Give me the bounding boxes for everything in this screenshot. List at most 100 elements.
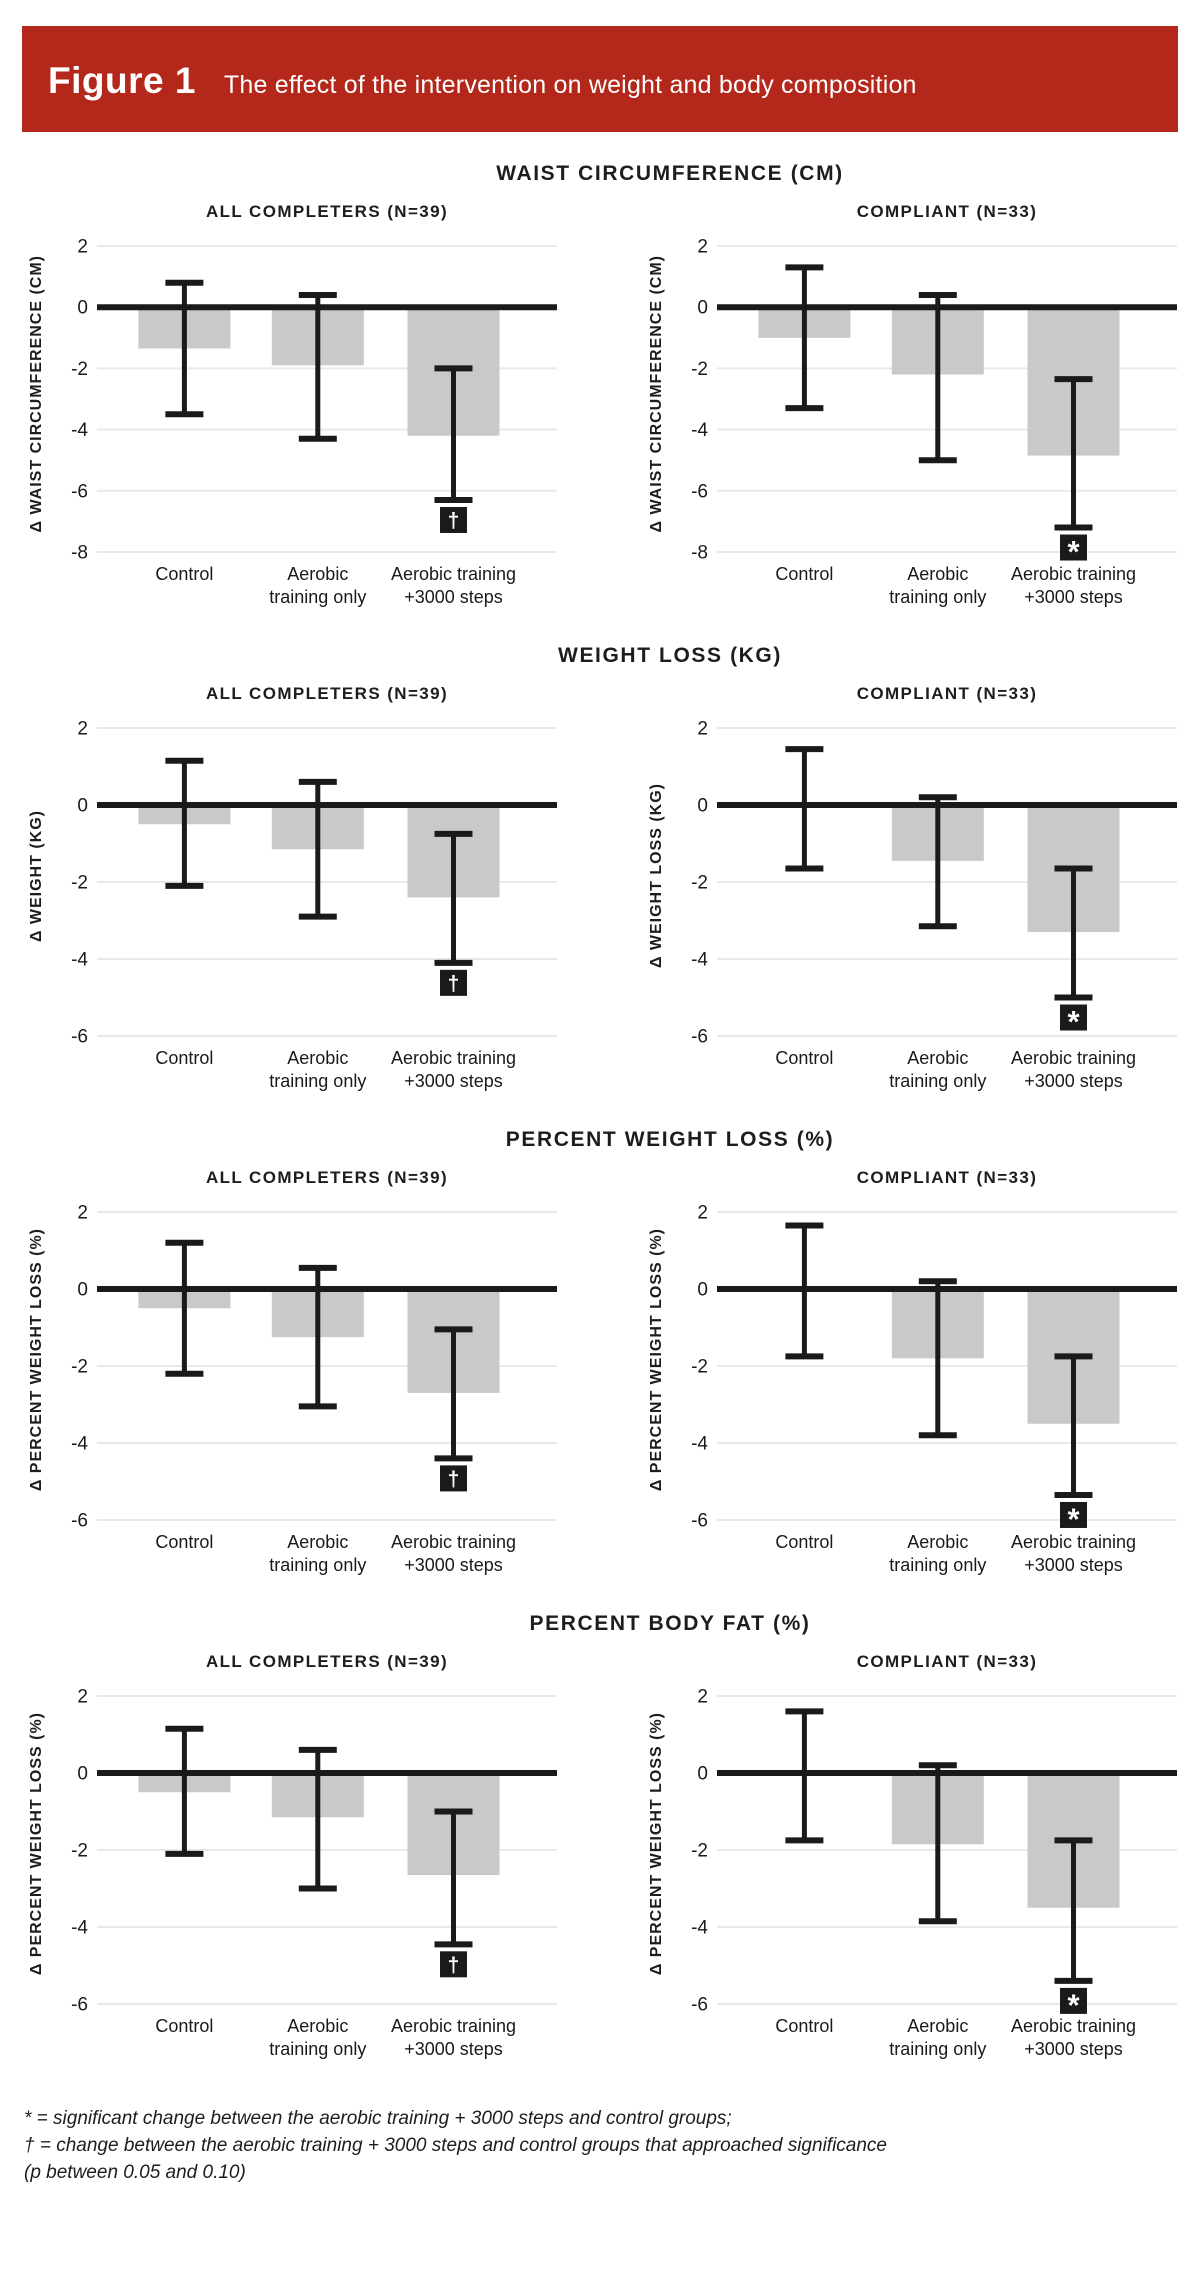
svg-text:+3000 steps: +3000 steps bbox=[1024, 587, 1123, 607]
svg-text:*: * bbox=[1067, 1004, 1080, 1039]
y-axis-label: Δ WAIST CIRCUMFERENCE (CM) bbox=[28, 255, 45, 533]
svg-text:Control: Control bbox=[155, 564, 213, 584]
svg-text:2: 2 bbox=[77, 1687, 88, 1708]
y-axis-label: Δ WEIGHT (KG) bbox=[28, 809, 45, 943]
panel-title: ALL COMPLETERS (N=39) bbox=[205, 1652, 449, 1671]
svg-text:-2: -2 bbox=[691, 873, 708, 894]
svg-text:-4: -4 bbox=[691, 950, 708, 971]
svg-text:-6: -6 bbox=[691, 1995, 708, 2016]
bar-chart-weight-all-completers: 2 0 -2 -4 -6 † Control Aerobic training only Aero… bbox=[71, 719, 557, 1091]
svg-text:-6: -6 bbox=[691, 481, 708, 502]
svg-text:-4: -4 bbox=[691, 1434, 708, 1455]
svg-text:+3000 steps: +3000 steps bbox=[404, 1555, 503, 1575]
panel-title: ALL COMPLETERS (N=39) bbox=[205, 684, 449, 703]
svg-text:Aerobic: Aerobic bbox=[907, 2016, 968, 2036]
svg-text:Aerobic: Aerobic bbox=[907, 1048, 968, 1068]
panel-body: Δ WAIST CIRCUMFERENCE (CM) 2 0 -2 -4 -6 -8 * Co… bbox=[642, 234, 1177, 618]
svg-text:-4: -4 bbox=[71, 950, 88, 971]
section-title-percent-weight-loss: PERCENT WEIGHT LOSS (%) bbox=[505, 1128, 835, 1151]
panel-row: ALL COMPLETERS (N=39) Δ PERCENT WEIGHT L… bbox=[22, 1652, 1178, 2070]
svg-text:training only: training only bbox=[269, 1071, 366, 1091]
svg-text:Aerobic: Aerobic bbox=[907, 564, 968, 584]
panel-pct-weight-compliant: COMPLIANT (N=33) Δ PERCENT WEIGHT LOSS (… bbox=[642, 1168, 1177, 1586]
svg-text:Control: Control bbox=[155, 1532, 213, 1552]
svg-text:-4: -4 bbox=[71, 1918, 88, 1939]
footnote-line-dagger: † = change between the aerobic training … bbox=[24, 2134, 887, 2156]
y-axis-label-column: Δ PERCENT WEIGHT LOSS (%) bbox=[22, 1684, 52, 2004]
bar-chart-waist-compliant: 2 0 -2 -4 -6 -8 * Control Aerobic training only Ae… bbox=[691, 237, 1177, 607]
svg-text:0: 0 bbox=[77, 796, 88, 817]
svg-text:+3000 steps: +3000 steps bbox=[1024, 2039, 1123, 2059]
y-axis-label: Δ PERCENT WEIGHT LOSS (%) bbox=[648, 1712, 665, 1976]
svg-text:training only: training only bbox=[889, 587, 986, 607]
svg-text:Aerobic training: Aerobic training bbox=[1011, 1048, 1136, 1068]
svg-text:0: 0 bbox=[697, 1764, 708, 1785]
bar-chart-body-fat-all-completers: 2 0 -2 -4 -6 † Control Aerobic training only Aero… bbox=[71, 1687, 557, 2059]
svg-text:0: 0 bbox=[77, 1280, 88, 1301]
section-percent-body-fat: PERCENT BODY FAT (%) ALL COMPLETERS (N=3… bbox=[22, 1612, 1178, 2070]
svg-text:Aerobic: Aerobic bbox=[287, 564, 348, 584]
svg-text:training only: training only bbox=[889, 1071, 986, 1091]
panel-waist-all-completers: ALL COMPLETERS (N=39) Δ WAIST CIRCUMFERE… bbox=[22, 202, 557, 618]
panel-body: Δ PERCENT WEIGHT LOSS (%) 2 0 -2 -4 -6 † Contr… bbox=[22, 1684, 557, 2070]
svg-text:-2: -2 bbox=[691, 1357, 708, 1378]
svg-text:training only: training only bbox=[889, 1555, 986, 1575]
panel-title: COMPLIANT (N=33) bbox=[856, 684, 1038, 703]
svg-text:-6: -6 bbox=[71, 1027, 88, 1048]
svg-text:Aerobic: Aerobic bbox=[907, 1532, 968, 1552]
svg-text:2: 2 bbox=[77, 719, 88, 740]
svg-text:†: † bbox=[448, 1954, 460, 1977]
svg-text:Control: Control bbox=[775, 1048, 833, 1068]
figure-label: Figure 1 bbox=[48, 60, 196, 101]
svg-text:-2: -2 bbox=[691, 359, 708, 380]
svg-text:2: 2 bbox=[697, 237, 708, 258]
svg-text:+3000 steps: +3000 steps bbox=[404, 587, 503, 607]
svg-text:Aerobic training: Aerobic training bbox=[1011, 2016, 1136, 2036]
svg-text:2: 2 bbox=[77, 1203, 88, 1224]
y-axis-label-column: Δ PERCENT WEIGHT LOSS (%) bbox=[642, 1200, 672, 1520]
svg-text:-4: -4 bbox=[71, 420, 88, 441]
section-title-waist-circumference: WAIST CIRCUMFERENCE (CM) bbox=[496, 162, 844, 185]
svg-text:-4: -4 bbox=[71, 1434, 88, 1455]
svg-text:training only: training only bbox=[889, 2039, 986, 2059]
y-axis-label-column: Δ PERCENT WEIGHT LOSS (%) bbox=[22, 1200, 52, 1520]
svg-text:-8: -8 bbox=[691, 543, 708, 564]
y-axis-label-column: Δ WAIST CIRCUMFERENCE (CM) bbox=[22, 234, 52, 554]
y-axis-label: Δ PERCENT WEIGHT LOSS (%) bbox=[28, 1228, 45, 1492]
svg-text:+3000 steps: +3000 steps bbox=[404, 1071, 503, 1091]
panel-body: Δ PERCENT WEIGHT LOSS (%) 2 0 -2 -4 -6 † Contr… bbox=[22, 1200, 557, 1586]
svg-text:Aerobic training: Aerobic training bbox=[391, 564, 516, 584]
section-title-percent-body-fat: PERCENT BODY FAT (%) bbox=[529, 1612, 811, 1635]
panel-title: ALL COMPLETERS (N=39) bbox=[205, 202, 449, 221]
y-axis-label-column: Δ WEIGHT (KG) bbox=[22, 716, 52, 1036]
svg-text:+3000 steps: +3000 steps bbox=[1024, 1071, 1123, 1091]
svg-text:Aerobic training: Aerobic training bbox=[1011, 1532, 1136, 1552]
panel-body: Δ WAIST CIRCUMFERENCE (CM) 2 0 -2 -4 -6 -8 † Co… bbox=[22, 234, 557, 618]
svg-text:Control: Control bbox=[775, 2016, 833, 2036]
panel-weight-all-completers: ALL COMPLETERS (N=39) Δ WEIGHT (KG) 2 0 -2… bbox=[22, 684, 557, 1102]
panel-weight-compliant: COMPLIANT (N=33) Δ WEIGHT LOSS (KG) 2 0 -2… bbox=[642, 684, 1177, 1102]
svg-text:Aerobic: Aerobic bbox=[287, 2016, 348, 2036]
svg-text:-4: -4 bbox=[691, 420, 708, 441]
svg-text:-6: -6 bbox=[71, 1511, 88, 1532]
y-axis-label: Δ PERCENT WEIGHT LOSS (%) bbox=[28, 1712, 45, 1976]
svg-text:Aerobic training: Aerobic training bbox=[391, 1048, 516, 1068]
footnote-line-asterisk: * = significant change between the aerob… bbox=[24, 2108, 732, 2129]
y-axis-label: Δ WEIGHT LOSS (KG) bbox=[648, 783, 665, 969]
svg-text:Control: Control bbox=[775, 1532, 833, 1552]
y-axis-label: Δ WAIST CIRCUMFERENCE (CM) bbox=[648, 255, 665, 533]
panel-body: Δ PERCENT WEIGHT LOSS (%) 2 0 -2 -4 -6 * Contr… bbox=[642, 1684, 1177, 2070]
svg-text:-2: -2 bbox=[691, 1841, 708, 1862]
svg-text:-6: -6 bbox=[71, 481, 88, 502]
svg-text:2: 2 bbox=[697, 1687, 708, 1708]
svg-text:†: † bbox=[448, 972, 460, 995]
bar-chart-body-fat-compliant: 2 0 -2 -4 -6 * Control Aerobic training only Aero… bbox=[691, 1687, 1177, 2059]
bar-chart-weight-compliant: 2 0 -2 -4 -6 * Control Aerobic training only Aero… bbox=[691, 719, 1177, 1091]
svg-text:0: 0 bbox=[697, 796, 708, 817]
panel-title: COMPLIANT (N=33) bbox=[856, 1168, 1038, 1187]
figure-banner: Figure 1 The effect of the intervention … bbox=[22, 26, 1178, 132]
svg-text:Aerobic: Aerobic bbox=[287, 1048, 348, 1068]
svg-text:Control: Control bbox=[155, 1048, 213, 1068]
svg-text:-6: -6 bbox=[71, 1995, 88, 2016]
svg-text:†: † bbox=[448, 509, 460, 532]
